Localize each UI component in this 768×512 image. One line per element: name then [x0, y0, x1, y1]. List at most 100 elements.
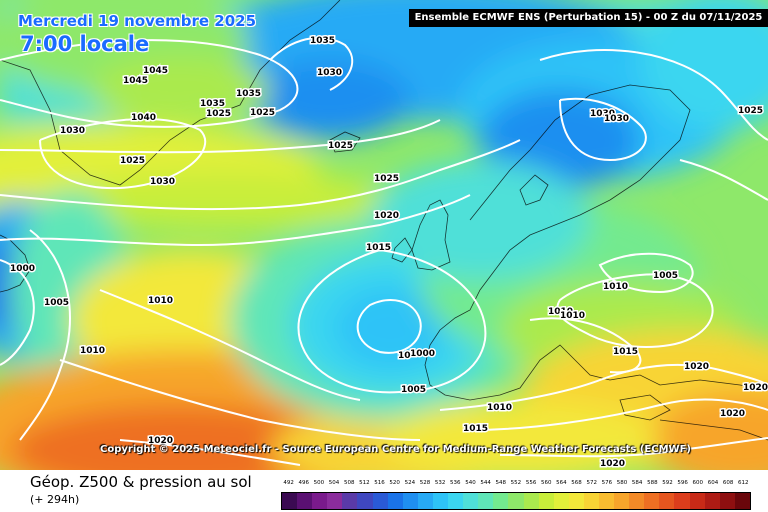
- legend-label: 584: [631, 480, 643, 486]
- legend-swatch: [327, 493, 343, 509]
- isobar-label: 1030: [317, 68, 342, 78]
- isobar-label: 1045: [123, 76, 148, 86]
- isobar-label: 1000: [10, 264, 35, 274]
- run-info: Ensemble ECMWF ENS (Perturbation 15) - 0…: [409, 9, 768, 27]
- legend-swatch: [644, 493, 660, 509]
- isobar-label: 1000: [410, 349, 435, 359]
- legend-swatch: [583, 493, 599, 509]
- legend-swatch: [448, 493, 464, 509]
- isobar-label: 1010: [148, 296, 173, 306]
- legend-label: 592: [662, 480, 673, 486]
- legend-swatch: [598, 493, 615, 509]
- legend-swatch: [478, 493, 494, 509]
- legend-label: 576: [601, 480, 613, 486]
- isobar-label: 1035: [200, 99, 225, 109]
- legend-swatch: [372, 493, 388, 509]
- isobar-label: 1010: [603, 282, 628, 292]
- isobar-label: 1010: [548, 307, 573, 317]
- isobar-label: 1020: [743, 383, 768, 393]
- legend-label: 512: [359, 480, 370, 486]
- isobar-label: 1010: [80, 346, 105, 356]
- isobar-label: 1005: [44, 298, 69, 308]
- isobar-label: 1035: [236, 89, 261, 99]
- legend-swatch: [312, 493, 328, 509]
- legend-label: 492: [283, 480, 294, 486]
- legend-swatch: [614, 493, 630, 509]
- legend-swatch: [432, 493, 449, 509]
- legend-swatch: [689, 493, 705, 509]
- legend-label: 520: [389, 480, 400, 486]
- isobar-label: 1045: [143, 66, 168, 76]
- isobar-label: 1020: [600, 459, 625, 469]
- legend-label: 496: [298, 480, 309, 486]
- map-title: Géop. Z500 & pression au sol: [30, 473, 252, 491]
- isobar-label: 1015: [366, 243, 391, 253]
- legend-swatch: [719, 493, 735, 509]
- legend-label: 500: [313, 480, 325, 486]
- isobar-label: 1030: [150, 177, 175, 187]
- legend-swatch: [674, 493, 690, 509]
- legend-label: 524: [404, 480, 416, 486]
- isobar-label: 1025: [250, 108, 275, 118]
- legend-swatch: [734, 493, 750, 509]
- isobar-label: 1025: [374, 174, 399, 184]
- legend-swatch: [463, 493, 479, 509]
- legend-label: 556: [525, 480, 537, 486]
- legend-swatch: [342, 493, 358, 509]
- legend-label: 544: [480, 480, 491, 486]
- legend-swatches: [281, 492, 751, 510]
- isobar-label: 1030: [590, 109, 615, 119]
- isobar-label: 1015: [463, 424, 488, 434]
- legend-label: 588: [647, 480, 658, 486]
- weather-map: 1045 1045 1040 1035 1035 1025 1025 1030 1025 1030…: [0, 0, 768, 470]
- legend-label: 536: [450, 480, 461, 486]
- legend-label: 504: [328, 480, 340, 486]
- legend-label: 572: [586, 480, 597, 486]
- legend-swatch: [417, 493, 433, 509]
- legend-swatch: [282, 493, 298, 509]
- legend-label: 568: [571, 480, 582, 486]
- legend-label: 552: [510, 480, 522, 486]
- legend-label: 560: [540, 480, 552, 486]
- isobar-label: 1015: [613, 347, 638, 357]
- legend-swatch: [493, 493, 509, 509]
- isobar-label: 1020: [684, 362, 709, 372]
- legend-labels: 492 496 500 504 508 512 516 520 524 528 532 536 540 5…: [281, 480, 751, 490]
- legend-label: 532: [434, 480, 446, 486]
- legend-swatch: [297, 493, 313, 509]
- isobar-label: 1025: [120, 156, 145, 166]
- isobar-label: 1035: [310, 36, 335, 46]
- color-legend: 492 496 500 504 508 512 516 520 524 528 532 536 540 5…: [281, 480, 751, 510]
- legend-label: 540: [465, 480, 476, 486]
- legend-swatch: [629, 493, 645, 509]
- legend-swatch: [508, 493, 524, 509]
- local-time: 7:00 locale: [20, 32, 150, 56]
- legend-swatch: [538, 493, 554, 509]
- isobar-label: 1020: [720, 409, 745, 419]
- legend-label: 596: [677, 480, 688, 486]
- legend-swatch: [704, 493, 720, 509]
- legend-label: 600: [692, 480, 704, 486]
- forecast-date: Mercredi 19 novembre 2025: [18, 12, 257, 30]
- legend-swatch: [568, 493, 584, 509]
- isobar-label: 1005: [653, 271, 678, 281]
- isobar-label: 1025: [738, 106, 763, 116]
- legend-label: 508: [343, 480, 355, 486]
- forecast-offset: (+ 294h): [30, 493, 80, 506]
- isobar-label: 1040: [131, 113, 156, 123]
- legend-swatch: [357, 493, 373, 509]
- legend-swatch: [523, 493, 539, 509]
- legend-swatch: [659, 493, 675, 509]
- isobar-label: 1030: [60, 126, 85, 136]
- isobar-label: 1030: [604, 114, 629, 124]
- legend-swatch: [553, 493, 569, 509]
- isobar-label: 1020: [148, 436, 173, 446]
- isobar-label: 1010: [560, 311, 585, 321]
- legend-label: 548: [495, 480, 507, 486]
- isobar-label: 10: [398, 351, 411, 361]
- legend-label: 580: [616, 480, 628, 486]
- legend-label: 612: [738, 480, 749, 486]
- legend-label: 604: [707, 480, 719, 486]
- isobars: [0, 36, 768, 466]
